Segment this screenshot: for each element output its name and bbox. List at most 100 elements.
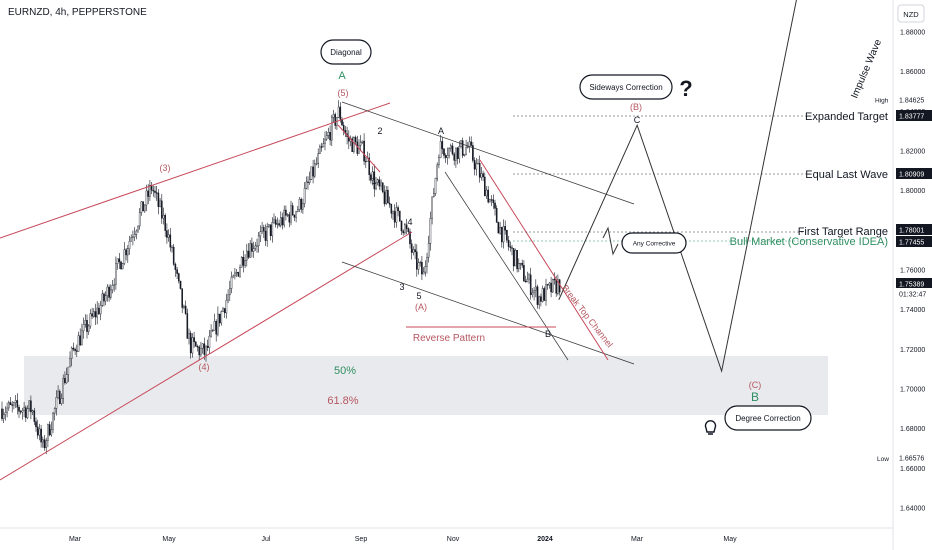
candle-body bbox=[487, 189, 490, 203]
candle-body bbox=[2, 414, 5, 419]
sideways-correction-callout: Sideways Correction bbox=[589, 83, 662, 92]
candle-body bbox=[280, 217, 282, 226]
candle-body bbox=[125, 249, 127, 256]
candle-body bbox=[393, 211, 396, 223]
candle-body bbox=[98, 307, 100, 315]
candle-body bbox=[92, 311, 95, 317]
candle-body bbox=[446, 155, 449, 158]
candle-body bbox=[458, 146, 461, 159]
y-tick-label: 1.70000 bbox=[900, 387, 925, 394]
candle-body bbox=[342, 124, 345, 131]
candle-body bbox=[555, 279, 557, 294]
candle-body bbox=[507, 239, 510, 247]
candle-body bbox=[351, 138, 354, 152]
candle-body bbox=[235, 272, 238, 274]
candle-body bbox=[297, 209, 299, 212]
candle-body bbox=[412, 249, 415, 253]
candle-body bbox=[193, 337, 195, 343]
wave-label-3-paren: (3) bbox=[160, 163, 171, 173]
candle-body bbox=[295, 211, 297, 218]
first-target-price-bg bbox=[896, 224, 932, 235]
candle-body bbox=[273, 219, 275, 223]
annotation-lines bbox=[0, 0, 806, 481]
candle-body bbox=[38, 428, 41, 436]
candle-body bbox=[409, 231, 411, 245]
currency-badge bbox=[897, 4, 925, 23]
impulse-wave-label: Impulse Wave bbox=[849, 37, 884, 100]
candle-body bbox=[82, 324, 85, 332]
candle-body bbox=[529, 274, 532, 295]
candle-body bbox=[424, 266, 427, 273]
candle-body bbox=[89, 313, 92, 327]
candle-body bbox=[86, 320, 88, 332]
candle-body bbox=[526, 278, 529, 283]
candle-body bbox=[252, 248, 255, 252]
candle-body bbox=[431, 196, 433, 219]
candle-body bbox=[506, 230, 508, 241]
candle-body bbox=[75, 350, 78, 352]
candle-body bbox=[497, 222, 500, 234]
candle-body bbox=[171, 246, 173, 249]
any-corrective-callout-box bbox=[621, 232, 687, 254]
candle-body bbox=[422, 271, 425, 275]
wave-label-A-paren: (A) bbox=[415, 302, 427, 312]
candle-body bbox=[524, 280, 527, 283]
candle-body bbox=[388, 202, 391, 205]
candle-body bbox=[325, 135, 328, 140]
candle-body bbox=[70, 347, 73, 359]
candle-body bbox=[480, 173, 483, 178]
candle-body bbox=[266, 226, 269, 241]
candle-body bbox=[410, 243, 413, 253]
candle-body bbox=[142, 201, 144, 212]
candle-body bbox=[475, 163, 478, 170]
candle-body bbox=[444, 155, 447, 158]
x-tick-label: Mar bbox=[631, 536, 644, 543]
candle-body bbox=[109, 289, 112, 298]
minor-channel-line bbox=[444, 171, 569, 361]
time-axis: Mar May Jul Sep Nov 2024 Mar May bbox=[0, 527, 893, 543]
candle-body bbox=[115, 263, 117, 285]
candle-body bbox=[230, 276, 233, 289]
candle-body bbox=[303, 188, 306, 204]
currency-label: NZD bbox=[903, 10, 919, 19]
x-tick-label: Jul bbox=[262, 536, 271, 543]
candle-body bbox=[354, 137, 357, 143]
candle-body bbox=[448, 148, 450, 156]
candle-body bbox=[64, 378, 66, 384]
candle-body bbox=[550, 282, 552, 293]
candle-body bbox=[47, 424, 49, 442]
candle-body bbox=[359, 142, 362, 146]
wave-label-C: C bbox=[634, 115, 641, 125]
candle-body bbox=[382, 182, 384, 193]
candle-body bbox=[206, 345, 209, 348]
candle-body bbox=[302, 203, 304, 210]
candle-body bbox=[121, 263, 124, 270]
x-tick-label: Nov bbox=[447, 536, 460, 543]
candle-body bbox=[314, 163, 316, 177]
degree-correction-callout: Degree Correction bbox=[735, 414, 800, 423]
candle-body bbox=[298, 198, 301, 210]
candle-body bbox=[290, 205, 292, 223]
candle-body bbox=[402, 230, 405, 234]
candle-body bbox=[473, 160, 476, 170]
candle-body bbox=[271, 222, 274, 237]
high-label: High bbox=[875, 98, 889, 105]
candles bbox=[1, 100, 561, 455]
candle-body bbox=[247, 250, 250, 258]
candle-body bbox=[186, 313, 189, 339]
candle-body bbox=[528, 274, 530, 280]
candle-body bbox=[300, 198, 303, 210]
candle-body bbox=[232, 275, 235, 278]
wave-label-3: 3 bbox=[399, 282, 404, 292]
wave-label-4-paren: (4) bbox=[199, 362, 210, 372]
candle-body bbox=[378, 179, 381, 187]
candle-body bbox=[553, 278, 556, 281]
candle-body bbox=[281, 217, 284, 226]
candle-body bbox=[541, 288, 544, 302]
candle-body bbox=[4, 412, 7, 415]
candle-body bbox=[484, 176, 486, 197]
candle-body bbox=[317, 153, 320, 164]
current-price-bg bbox=[896, 278, 932, 289]
y-tick-label: 1.76000 bbox=[900, 268, 925, 275]
